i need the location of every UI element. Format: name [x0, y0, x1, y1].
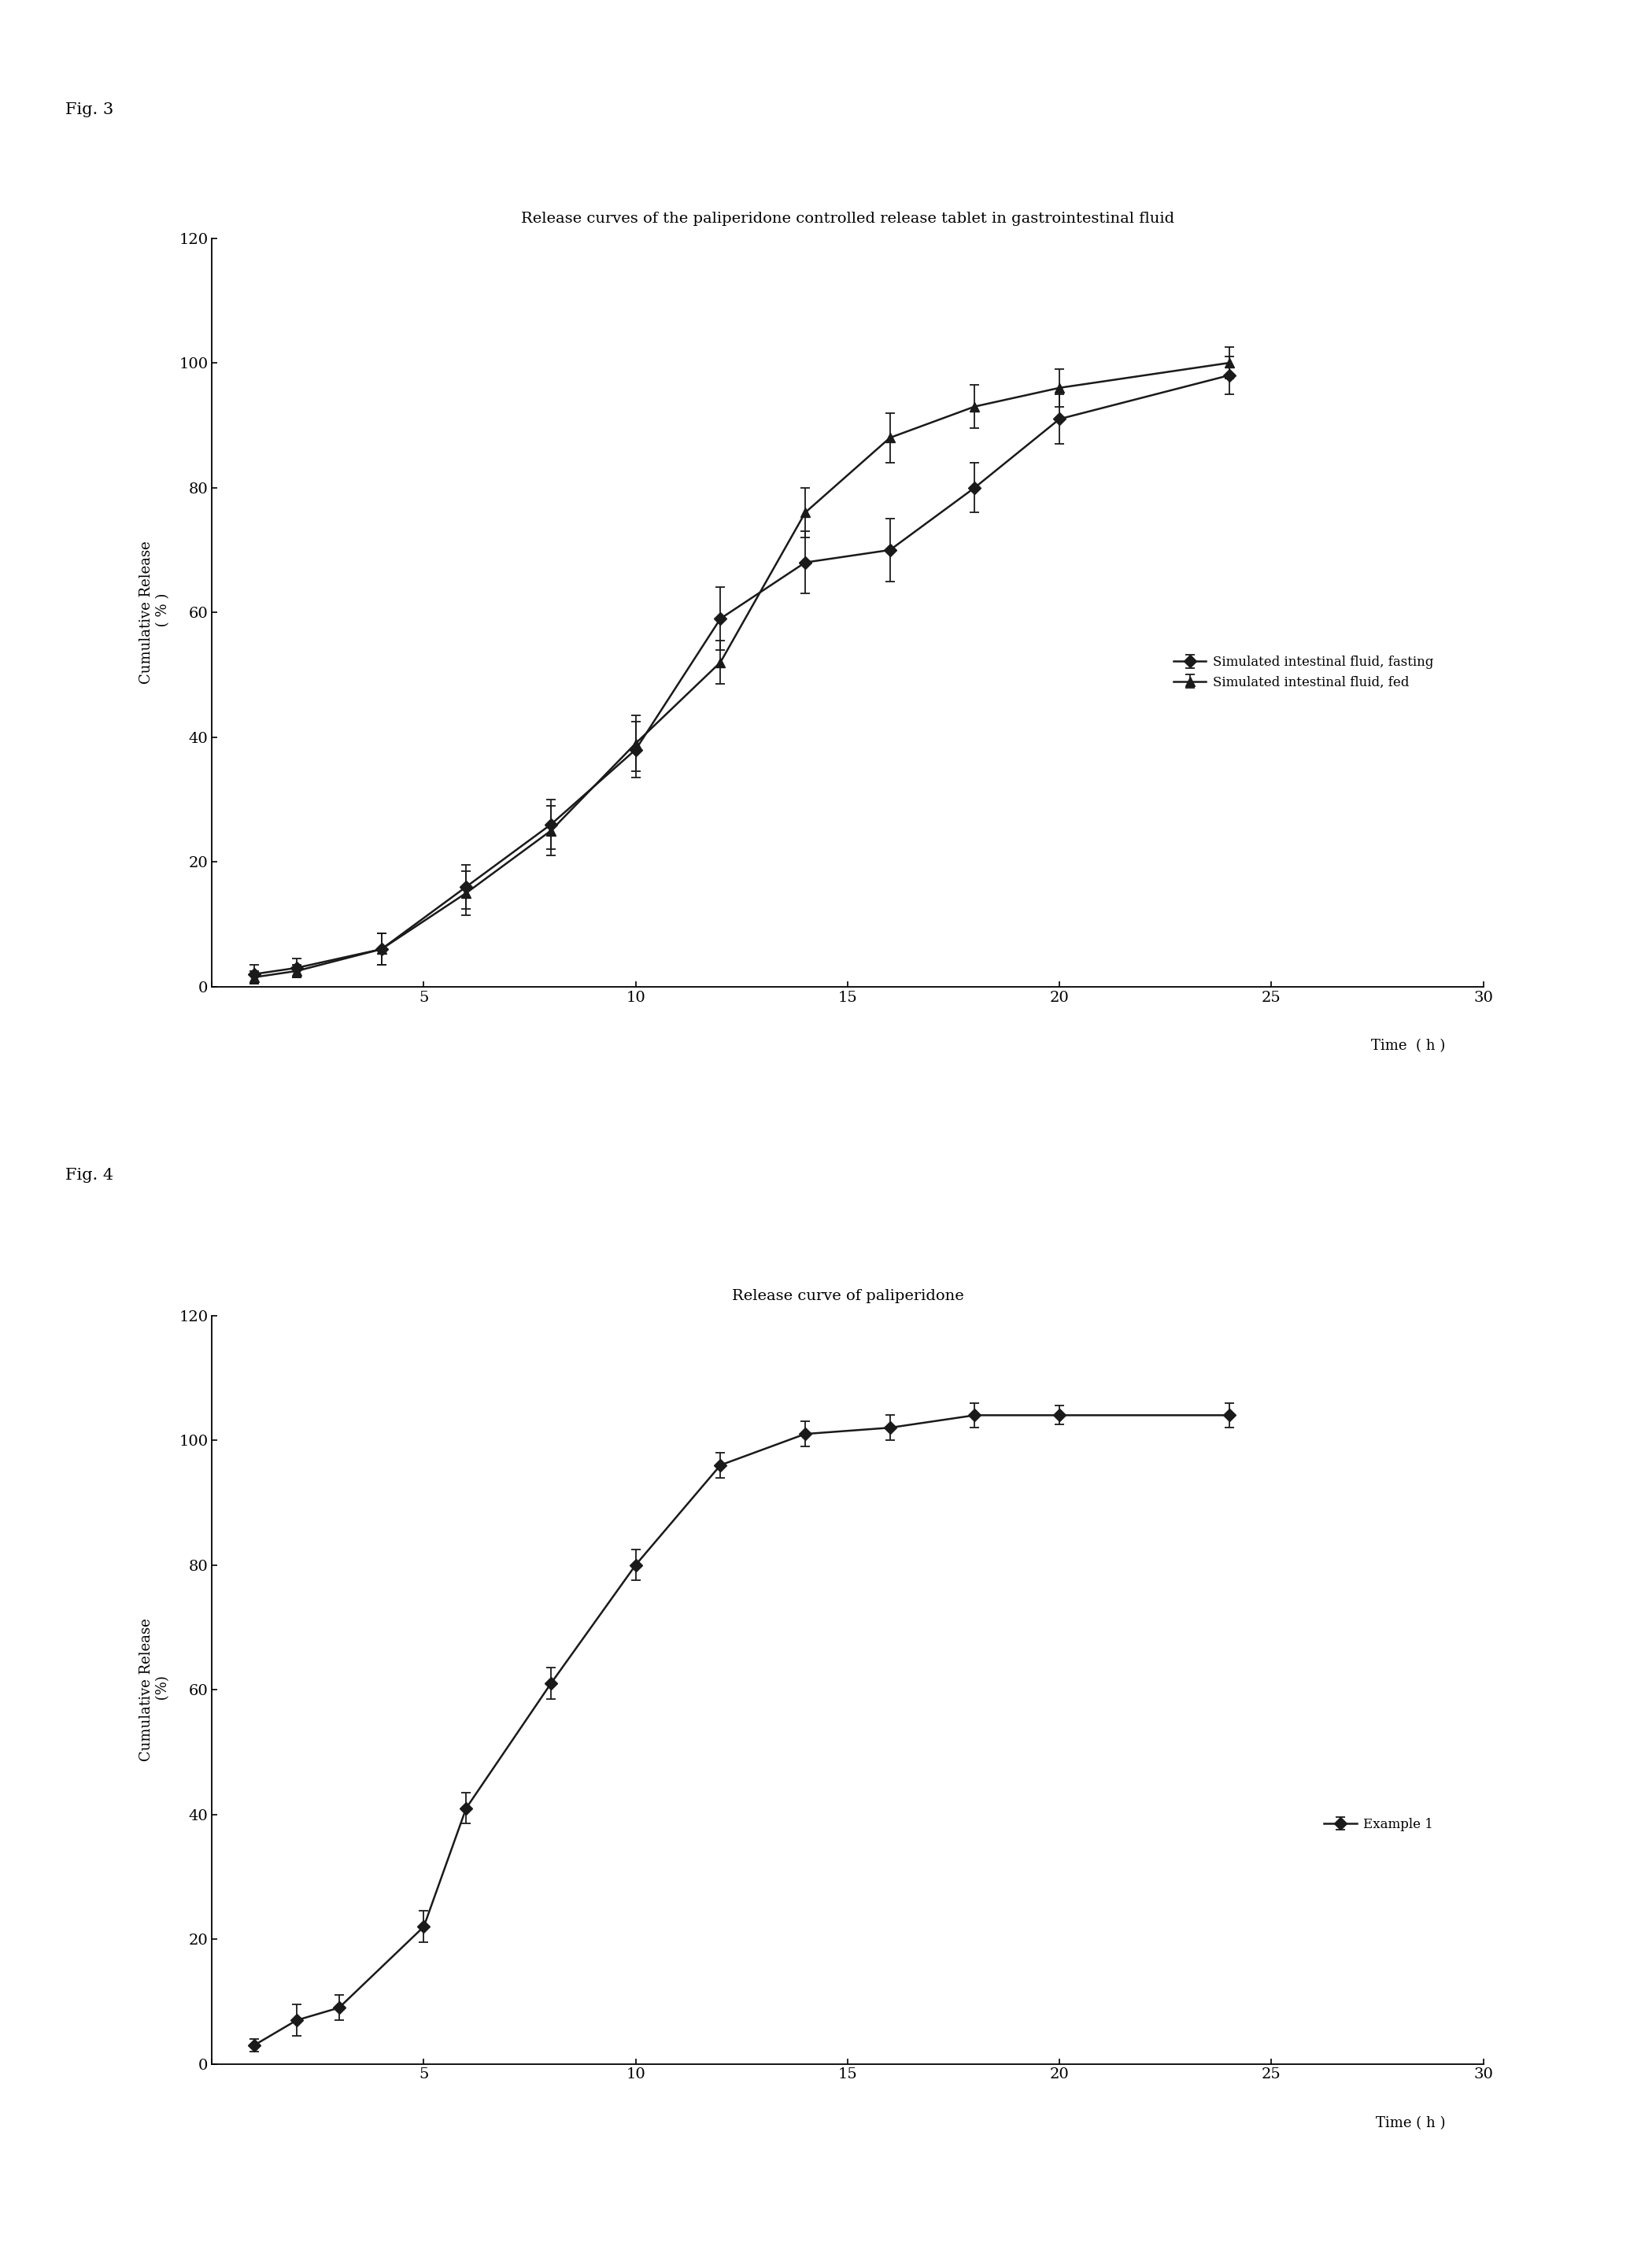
Legend: Example 1: Example 1 — [1319, 1812, 1439, 1837]
Text: Fig. 3: Fig. 3 — [65, 102, 114, 118]
Title: Release curves of the paliperidone controlled release tablet in gastrointestinal: Release curves of the paliperidone contr… — [522, 211, 1174, 227]
Title: Release curve of paliperidone: Release curve of paliperidone — [732, 1288, 963, 1304]
Text: Fig. 4: Fig. 4 — [65, 1168, 114, 1184]
Y-axis label: Cumulative Release
 ( % ): Cumulative Release ( % ) — [140, 540, 170, 685]
Text: Time ( h ): Time ( h ) — [1376, 2116, 1446, 2130]
Text: Time  ( h ): Time ( h ) — [1371, 1039, 1446, 1052]
Legend: Simulated intestinal fluid, fasting, Simulated intestinal fluid, fed: Simulated intestinal fluid, fasting, Sim… — [1169, 651, 1439, 694]
Y-axis label: Cumulative Release
 (%): Cumulative Release (%) — [140, 1617, 170, 1762]
